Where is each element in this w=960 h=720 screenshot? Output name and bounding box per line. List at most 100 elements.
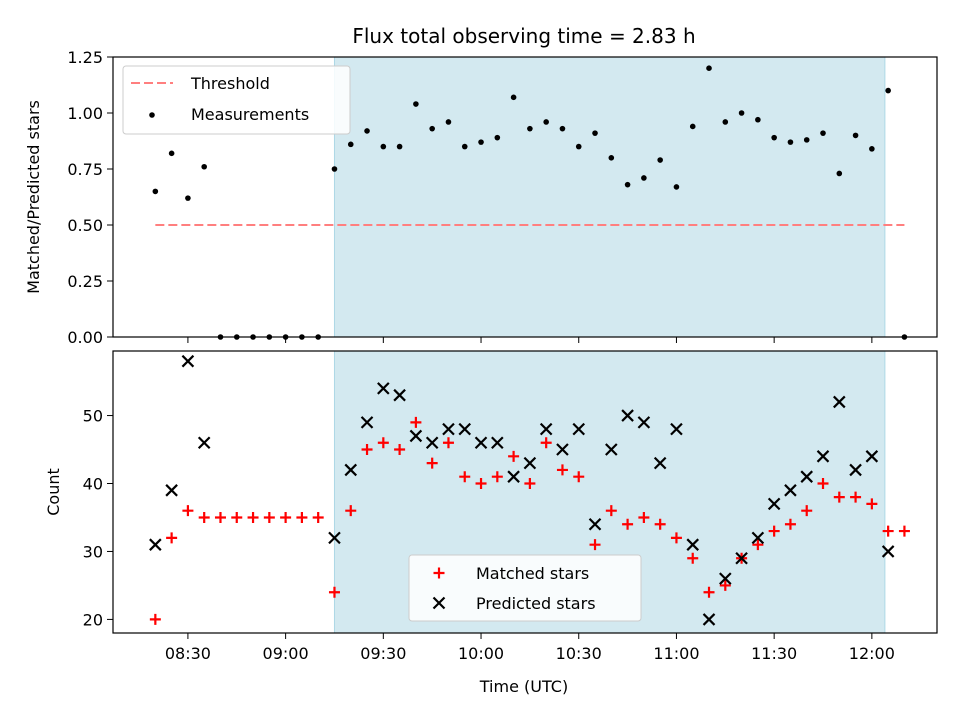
- measurement-point: [869, 146, 875, 152]
- matched-star-point: [654, 518, 666, 530]
- predicted-star-point: [637, 416, 651, 429]
- matched-star-point: [231, 511, 243, 523]
- measurement-point: [771, 134, 777, 141]
- measurement-point: [494, 134, 501, 141]
- x-tick-label: 09:30: [360, 644, 406, 663]
- predicted-star-point: [425, 436, 439, 450]
- matched-star-point: [573, 471, 585, 483]
- measurement-point: [364, 128, 370, 134]
- bottom-y-axis-label: Count: [44, 468, 63, 516]
- matched-star-point: [280, 511, 292, 523]
- predicted-star-point: [556, 443, 569, 456]
- matched-star-point: [459, 471, 471, 483]
- predicted-star-point: [735, 551, 748, 565]
- predicted-star-point: [491, 436, 504, 450]
- matched-star-point: [166, 532, 178, 544]
- legend-threshold-label: Threshold: [190, 74, 270, 93]
- x-tick-label: 11:30: [751, 644, 797, 663]
- matched-star-point: [410, 416, 422, 428]
- matched-star-point: [524, 478, 536, 490]
- predicted-star-point: [507, 470, 520, 483]
- matched-star-point: [752, 539, 764, 551]
- top-legend-box: [122, 65, 351, 135]
- predicted-star-point: [816, 450, 830, 463]
- matched-star-point: [508, 450, 520, 462]
- matched-star-point: [442, 437, 454, 449]
- measurement-point: [445, 119, 452, 125]
- measurement-point: [738, 110, 745, 116]
- legend-measurements-swatch: [149, 112, 155, 118]
- measurement-point: [836, 170, 843, 177]
- measurement-point: [641, 175, 647, 181]
- measurement-point: [510, 94, 517, 101]
- measurement-point: [885, 87, 891, 94]
- measurement-point: [152, 188, 159, 195]
- predicted-star-point: [149, 538, 162, 551]
- top-frame: [112, 56, 938, 338]
- matched-star-point: [882, 525, 894, 537]
- top-y-tick-label: 0.75: [67, 160, 103, 179]
- bottom-legend: Matched stars Predicted stars: [408, 554, 642, 622]
- matched-star-point: [768, 525, 780, 537]
- matched-star-point: [345, 505, 357, 517]
- predicted-star-point: [409, 429, 423, 443]
- predicted-star-point: [197, 436, 211, 450]
- measurement-point: [478, 139, 484, 145]
- matched-star-point: [556, 464, 568, 476]
- matched-star-point: [182, 505, 194, 517]
- matched-star-point: [426, 457, 438, 469]
- measurement-point: [543, 119, 549, 125]
- bottom-y-tick-label: 30: [83, 542, 103, 561]
- measurement-point: [608, 155, 615, 161]
- matched-star-point: [850, 491, 862, 503]
- bottom-panel: 20 30 40 50 08:30 09:00 09:30 10:00 10:30 11:00 11…: [83, 350, 938, 663]
- matched-star-point: [866, 498, 878, 510]
- measurement-point: [657, 157, 663, 163]
- matched-star-point: [475, 478, 487, 490]
- matched-star-point: [898, 525, 910, 537]
- bottom-y-tick-label: 50: [83, 407, 103, 426]
- predicted-star-point: [751, 531, 765, 545]
- top-y-tick-label: 1.00: [67, 104, 103, 123]
- predicted-star-point: [881, 545, 895, 558]
- matched-star-point: [263, 511, 275, 523]
- matched-star-point: [605, 505, 617, 517]
- legend-matched-label: Matched stars: [476, 564, 589, 583]
- measurement-point: [575, 143, 582, 150]
- matched-star-point: [801, 505, 813, 517]
- x-tick-label: 09:00: [263, 644, 309, 663]
- matched-star-point: [328, 586, 340, 598]
- legend-measurements-label: Measurements: [191, 105, 309, 124]
- bottom-y-tick-label: 40: [83, 475, 103, 494]
- legend-matched-swatch: [433, 567, 445, 579]
- measurement-point: [347, 141, 354, 148]
- predicted-star-point: [865, 450, 879, 463]
- measurement-point: [722, 119, 729, 125]
- measurement-point: [787, 139, 794, 145]
- top-y-tick-label: 0.25: [67, 272, 103, 291]
- matched-star-point: [312, 511, 324, 523]
- x-axis-label: Time (UTC): [479, 677, 568, 696]
- predicted-star-point: [165, 484, 178, 497]
- predicted-star-point: [458, 422, 472, 436]
- x-tick-label: 10:00: [458, 644, 504, 663]
- x-tick-label: 08:30: [165, 644, 211, 663]
- matched-star-point: [394, 444, 406, 456]
- predicted-star-point: [670, 422, 683, 436]
- measurement-point: [461, 143, 468, 150]
- matched-star-point: [247, 511, 259, 523]
- measurement-point: [689, 123, 696, 130]
- legend-predicted-swatch: [432, 596, 446, 610]
- measurement-point: [380, 143, 387, 150]
- chart-title: Flux total observing time = 2.83 h: [352, 24, 695, 48]
- matched-star-point: [589, 539, 601, 551]
- matched-star-point: [198, 511, 210, 523]
- measurement-point: [413, 101, 419, 107]
- predicted-star-point: [328, 531, 341, 545]
- predicted-star-point: [605, 443, 618, 456]
- measurement-point: [755, 116, 761, 123]
- predicted-star-point: [588, 517, 602, 531]
- x-tick-label: 12:00: [849, 644, 895, 663]
- predicted-star-point: [653, 456, 667, 470]
